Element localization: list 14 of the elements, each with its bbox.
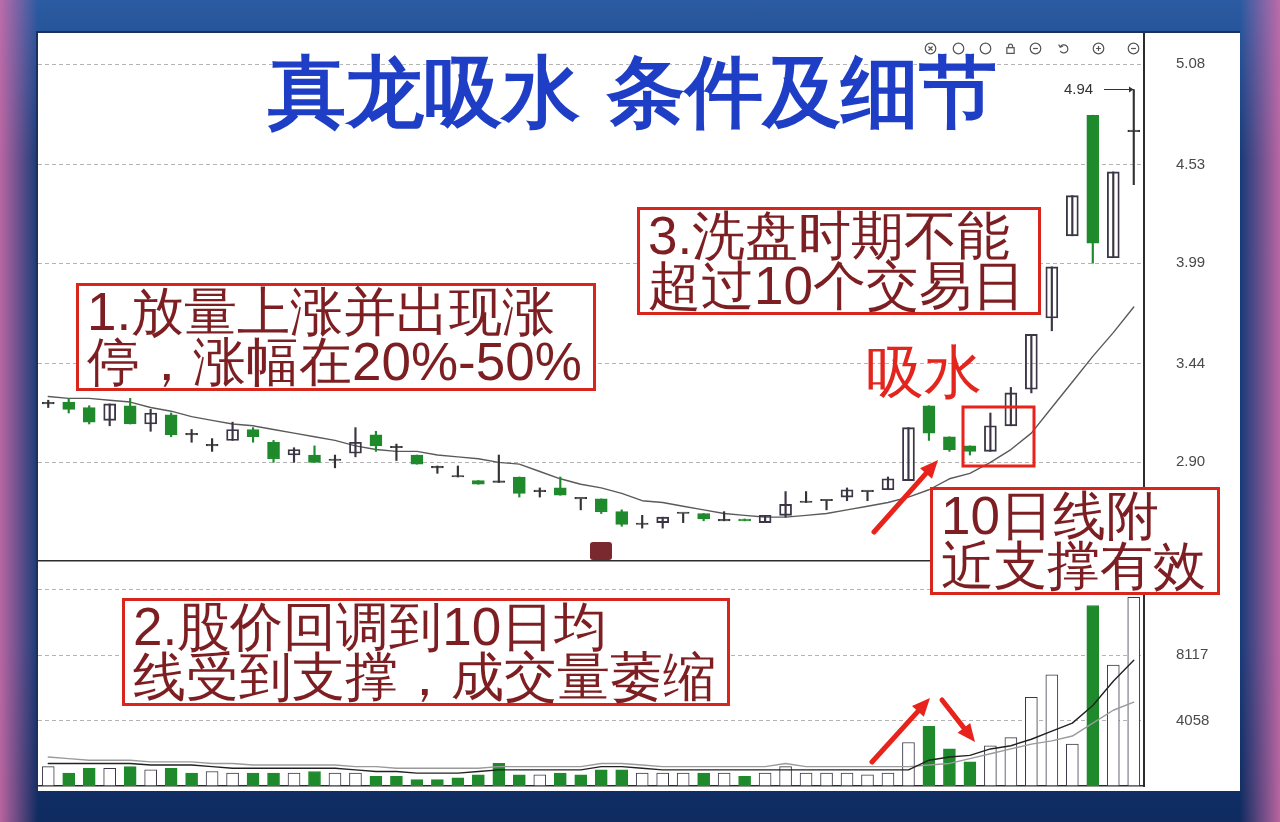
y-tick-label: 3.99 xyxy=(1176,253,1206,271)
annotation: 10日线附近支撑有效 xyxy=(941,486,1206,595)
y-tick-label: 2.90 xyxy=(1176,452,1206,470)
annotation: 4.94 xyxy=(1064,80,1094,98)
y-tick-label: 8117 xyxy=(1176,645,1209,663)
y-tick-label: 4058 xyxy=(1176,710,1210,728)
annotation: 2.股价回调到10日均线受到支撑，成交量萎缩 xyxy=(133,597,716,706)
y-tick-label: 3.44 xyxy=(1176,353,1206,371)
annotation: 1.放量上涨并出现涨停，涨幅在20%-50% xyxy=(87,282,582,391)
annotation: 3.洗盘时期不能超过10个交易日 xyxy=(648,206,1025,315)
y-tick-label: 4.53 xyxy=(1176,154,1206,172)
annotation: 吸水 xyxy=(866,339,982,404)
y-tick-label: 5.08 xyxy=(1176,54,1206,72)
chart-title: 真龙吸水 条件及细节 xyxy=(268,47,998,137)
